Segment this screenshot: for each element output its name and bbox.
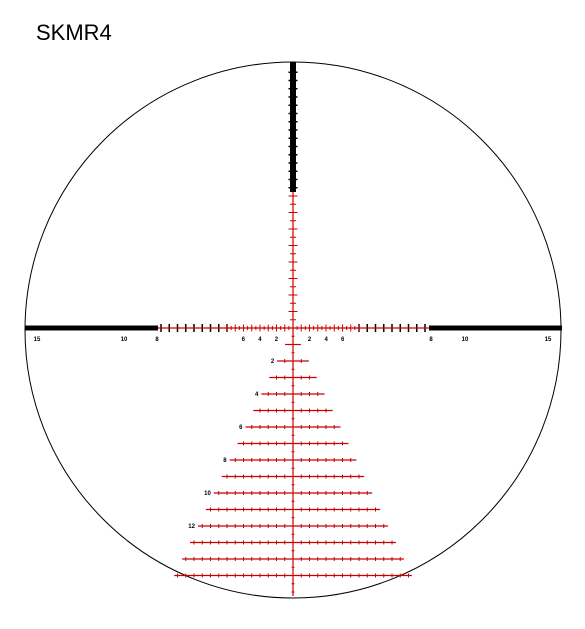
horizontal-scale-label: 6 (242, 337, 246, 343)
tree-row-label: 2 (271, 359, 275, 365)
tree-row-label: 10 (204, 491, 211, 497)
horizontal-scale-label: 15 (34, 337, 41, 343)
top-post (290, 62, 296, 192)
horizontal-scale-label: 10 (121, 337, 128, 343)
horizontal-scale-label: 4 (324, 337, 328, 343)
horizontal-scale-label: 8 (155, 337, 159, 343)
horizontal-scale-label: 2 (275, 337, 279, 343)
horizontal-scale-label: 15 (545, 337, 552, 343)
reticle-title: SKMR4 (36, 20, 112, 45)
horizontal-scale-label: 6 (341, 337, 345, 343)
left-post (25, 325, 158, 331)
horizontal-scale-label: 8 (429, 337, 433, 343)
right-post (429, 325, 562, 331)
red-subtensions (158, 192, 429, 596)
tree-row-label: 6 (239, 425, 243, 431)
horizontal-scale-label: 2 (308, 337, 312, 343)
tree-row-label: 4 (255, 392, 259, 398)
reticle-labels: 15 10 8 6 4 2 2 4 6 8 10 15 2 4 6 8 10 12 (34, 337, 552, 530)
horizontal-scale-label: 10 (462, 337, 469, 343)
tree-row-label: 8 (223, 458, 227, 464)
horizontal-scale-label: 4 (258, 337, 262, 343)
tree-row-label: 12 (188, 524, 195, 530)
